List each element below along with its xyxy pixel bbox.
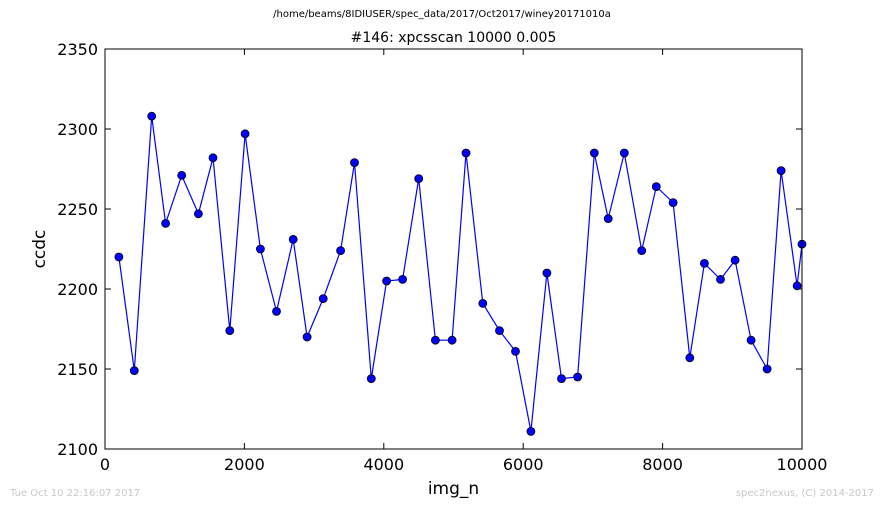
y-tick-label: 2300: [57, 120, 98, 139]
y-tick-label: 2100: [57, 440, 98, 459]
data-point: [716, 274, 725, 284]
x-tick-label: 0: [100, 455, 110, 474]
data-point: [272, 306, 281, 316]
data-point: [730, 255, 740, 265]
data-point: [589, 148, 599, 158]
data-point: [225, 326, 235, 336]
data-point: [511, 346, 520, 356]
x-tick-label: 6000: [503, 455, 544, 474]
data-point: [129, 366, 139, 376]
data-point: [350, 158, 359, 168]
data-point: [430, 335, 440, 345]
data-point: [637, 246, 647, 256]
data-point: [193, 209, 203, 219]
x-tick-label: 8000: [642, 455, 683, 474]
data-point: [776, 166, 786, 176]
x-tick-label: 4000: [363, 455, 404, 474]
data-point: [526, 426, 536, 436]
chart-title: #146: xpcsscan 10000 0.005: [350, 30, 557, 46]
data-point: [651, 182, 661, 192]
data-point: [603, 214, 613, 224]
data-point: [302, 332, 312, 342]
data-point: [288, 234, 298, 244]
data-point: [177, 170, 187, 180]
data-point: [255, 244, 265, 254]
data-point: [147, 111, 157, 121]
y-tick-label: 2200: [57, 280, 98, 299]
data-point: [746, 335, 756, 345]
data-point: [382, 276, 392, 286]
data-point: [619, 148, 629, 158]
footer-credit: spec2nexus, (C) 2014-2017: [735, 488, 874, 499]
data-point: [478, 298, 488, 308]
data-point: [208, 153, 218, 163]
data-point: [495, 326, 504, 336]
footer-timestamp: Tue Oct 10 22:16:07 2017: [10, 488, 141, 499]
y-tick-label: 2150: [57, 360, 98, 379]
data-point: [414, 174, 424, 184]
data-point: [573, 372, 582, 382]
data-point: [318, 294, 328, 304]
data-point: [114, 252, 124, 262]
data-point: [336, 246, 346, 256]
data-point: [447, 335, 457, 345]
axis-ticks: 0 2000 4000 6000 8000 10000 2100 2150 2200 2250 23…: [57, 40, 827, 474]
x-tick-label: 10000: [777, 455, 828, 474]
x-axis-label: img_n: [427, 479, 480, 499]
data-point: [668, 198, 678, 208]
data-point: [161, 218, 171, 228]
data-point: [542, 268, 552, 278]
data-point: [700, 258, 709, 268]
y-tick-label: 2350: [57, 40, 98, 59]
data-point: [792, 281, 802, 291]
data-point: [557, 374, 566, 384]
data-point: [366, 374, 376, 384]
data-point: [762, 364, 772, 374]
data-point: [398, 274, 408, 284]
figure-path-title: /home/beams/8IDIUSER/spec_data/2017/Oct2…: [273, 9, 611, 20]
series-points: [114, 111, 807, 436]
x-tick-label: 2000: [224, 455, 265, 474]
axes-frame: [104, 48, 803, 450]
y-tick-label: 2250: [57, 200, 98, 219]
data-point: [461, 148, 471, 158]
data-point: [685, 353, 695, 363]
data-point: [240, 129, 250, 139]
series-line: [118, 116, 803, 432]
